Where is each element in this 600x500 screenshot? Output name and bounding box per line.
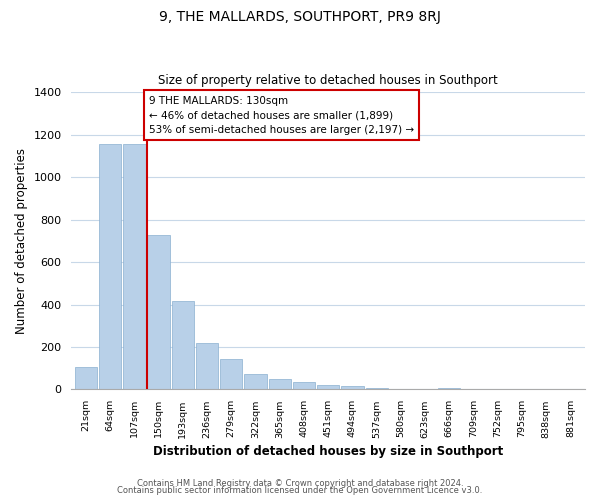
Bar (148, 234, 170, 390)
Text: Contains HM Land Registry data © Crown copyright and database right 2024.: Contains HM Land Registry data © Crown c… (137, 478, 463, 488)
Y-axis label: Number of detached properties: Number of detached properties (15, 148, 28, 334)
Text: 9, THE MALLARDS, SOUTHPORT, PR9 8RJ: 9, THE MALLARDS, SOUTHPORT, PR9 8RJ (159, 10, 441, 24)
Bar (196, 343, 218, 390)
Bar (220, 358, 242, 390)
Title: Size of property relative to detached houses in Southport: Size of property relative to detached ho… (158, 74, 498, 87)
Bar (123, 144, 146, 390)
Bar (438, 388, 460, 390)
Bar (317, 385, 340, 390)
Bar (269, 379, 291, 390)
X-axis label: Distribution of detached houses by size in Southport: Distribution of detached houses by size … (153, 444, 503, 458)
Bar (341, 386, 364, 390)
Text: Contains public sector information licensed under the Open Government Licence v3: Contains public sector information licen… (118, 486, 482, 495)
Bar (293, 382, 315, 390)
Bar (365, 388, 388, 390)
Bar (172, 302, 194, 390)
Bar (244, 374, 266, 390)
Bar (99, 144, 121, 390)
Bar (75, 367, 97, 390)
Text: 9 THE MALLARDS: 130sqm
← 46% of detached houses are smaller (1,899)
53% of semi-: 9 THE MALLARDS: 130sqm ← 46% of detached… (149, 96, 414, 135)
